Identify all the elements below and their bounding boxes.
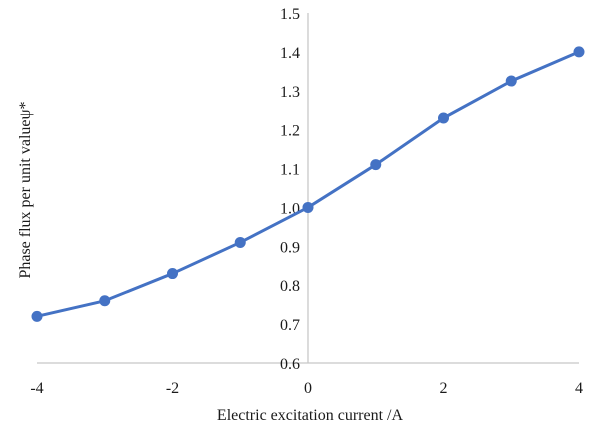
x-tick-labels: -4 -2 0 2 4: [30, 380, 583, 397]
y-tick-label: 0.7: [280, 317, 300, 334]
y-tick-label: 0.8: [280, 278, 300, 295]
y-tick-label: 0.6: [280, 356, 300, 373]
data-point: [31, 310, 43, 322]
x-tick-label: -2: [166, 380, 179, 397]
data-point: [302, 201, 314, 213]
x-tick-label: 0: [304, 380, 312, 397]
x-tick-label: 2: [440, 380, 448, 397]
y-tick-label: 1.2: [280, 123, 300, 140]
y-tick-label: 1.3: [280, 84, 300, 101]
data-point: [167, 268, 178, 280]
series-layer: [31, 46, 585, 322]
data-point: [370, 159, 382, 171]
data-point: [573, 46, 585, 58]
axes-layer: [37, 13, 579, 364]
data-point: [505, 75, 517, 87]
y-tick-label: 1.4: [280, 45, 300, 62]
y-tick-label: 1.0: [280, 200, 300, 217]
x-tick-label: -4: [30, 380, 43, 397]
y-tick-label: 0.9: [280, 239, 300, 256]
y-axis-title: Phase flux per unit valueψ*: [17, 101, 34, 278]
y-tick-label: 1.5: [280, 6, 300, 23]
y-tick-label: 1.1: [280, 162, 300, 179]
data-point: [438, 112, 449, 124]
data-point: [99, 295, 111, 307]
y-tick-labels: 0.6 0.7 0.8 0.9 1.0 1.1 1.2 1.3 1.4 1.5: [280, 6, 300, 373]
x-tick-label: 4: [575, 380, 583, 397]
x-axis-title: Electric excitation current /A: [217, 407, 404, 424]
data-point: [234, 236, 246, 248]
